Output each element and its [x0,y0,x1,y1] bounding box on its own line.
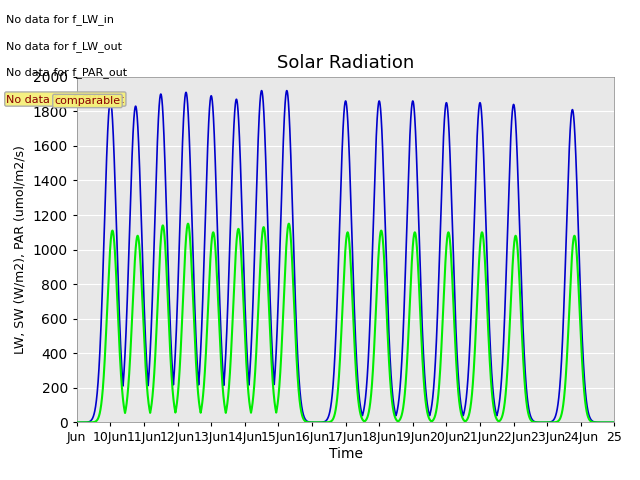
Text: No data for f_LW_in: No data for f_LW_in [6,14,115,25]
Text: comparable: comparable [54,96,120,106]
X-axis label: Time: Time [328,447,363,461]
Text: No data for f_LW_out: No data for f_LW_out [6,41,122,52]
Title: Solar Radiation: Solar Radiation [277,54,414,72]
Text: No data for f_SW_out: No data for f_SW_out [6,94,124,105]
Text: No data for f_PAR_out: No data for f_PAR_out [6,67,127,78]
Y-axis label: LW, SW (W/m2), PAR (umol/m2/s): LW, SW (W/m2), PAR (umol/m2/s) [14,145,27,354]
